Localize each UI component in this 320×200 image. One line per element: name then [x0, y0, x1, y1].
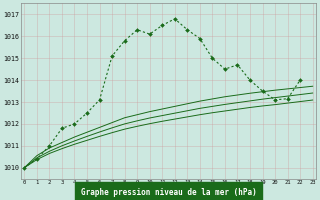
X-axis label: Graphe pression niveau de la mer (hPa): Graphe pression niveau de la mer (hPa) [81, 188, 256, 197]
